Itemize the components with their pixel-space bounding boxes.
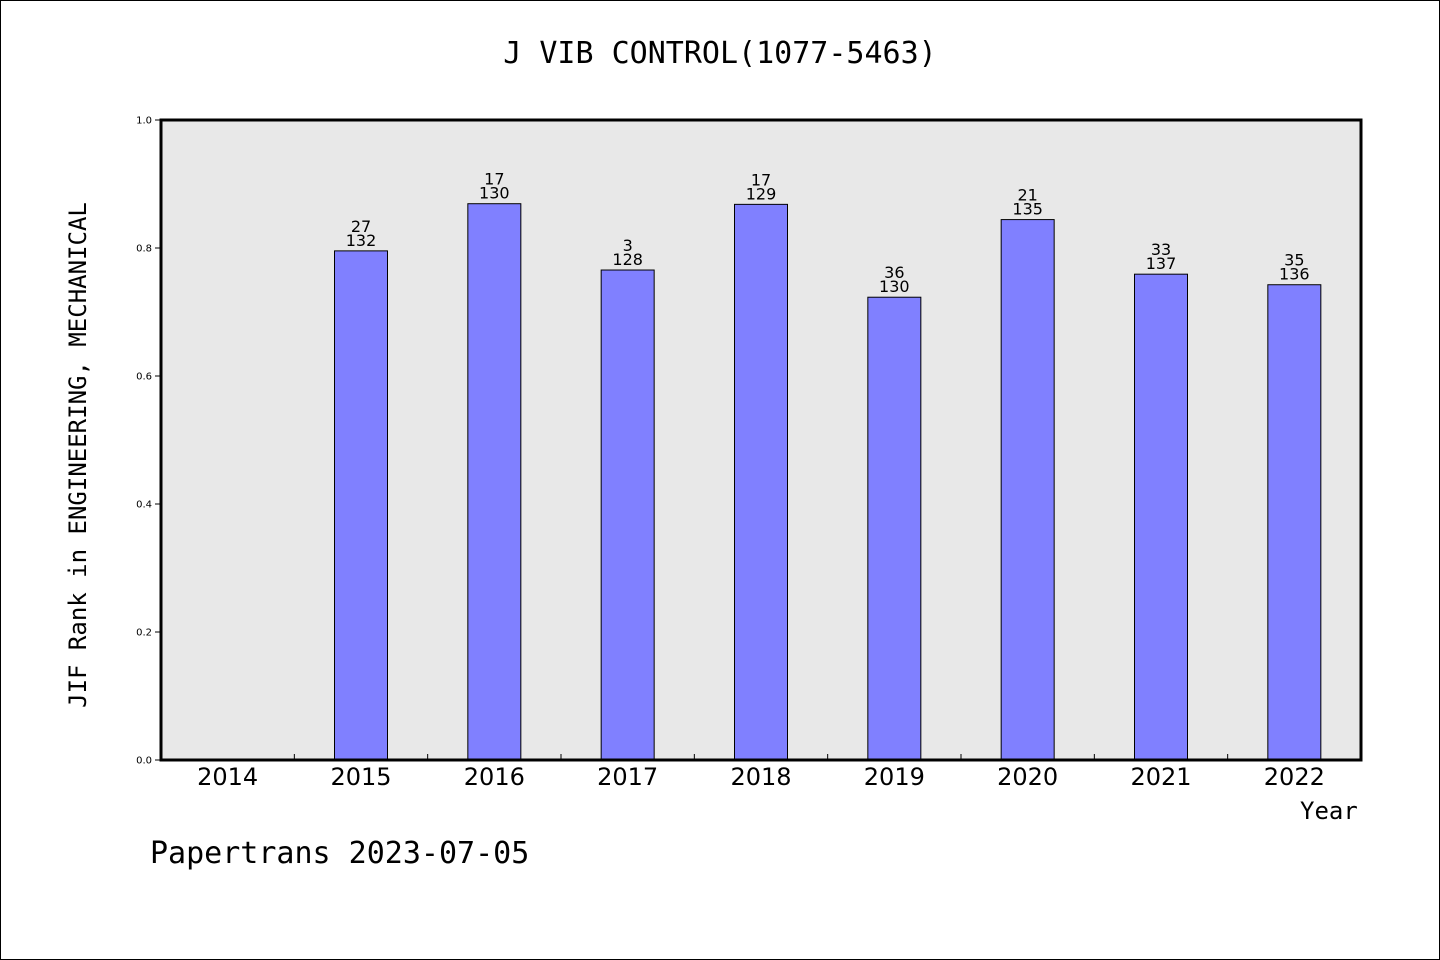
bar-total-label: 129 xyxy=(746,184,777,203)
bar-total-label: 130 xyxy=(879,277,910,296)
x-tick-label: 2016 xyxy=(464,763,525,791)
bar-rank-label: 33 xyxy=(1151,240,1171,259)
bar-2016 xyxy=(467,203,522,761)
bar-2020 xyxy=(1000,219,1055,761)
bar-rank-label: 3 xyxy=(623,236,633,255)
x-tick-label: 2014 xyxy=(197,763,258,791)
plot-border xyxy=(159,118,1363,762)
x-axis-ticks: 2014 2015 2016 2017 2018 2019 2020 2021 2022 xyxy=(197,754,1325,791)
x-tick-label: 2021 xyxy=(1130,763,1191,791)
bar-total-label: 135 xyxy=(1012,200,1043,219)
bar-total-label: 136 xyxy=(1279,265,1310,284)
x-tick-label: 2017 xyxy=(597,763,658,791)
bar-2019 xyxy=(867,296,922,761)
bar-rank-label: 17 xyxy=(484,170,504,189)
footer-credit: Papertrans 2023-07-05 xyxy=(150,836,530,871)
chart-title: J VIB CONTROL(1077-5463) xyxy=(503,36,937,71)
bar-2017 xyxy=(600,269,655,761)
bar-total-label: 137 xyxy=(1146,254,1177,273)
bar-2015 xyxy=(334,250,388,761)
bar-total-label: 128 xyxy=(612,250,643,269)
y-tick-label: 0.2 xyxy=(136,628,152,639)
bar-total-label: 132 xyxy=(346,231,377,250)
x-tick-label: 2019 xyxy=(864,763,925,791)
x-tick-label: 2018 xyxy=(730,763,791,791)
y-tick-label: 1.0 xyxy=(136,116,152,127)
bar-rank-label: 17 xyxy=(751,170,771,189)
x-tick-label: 2020 xyxy=(997,763,1058,791)
bar-2021 xyxy=(1134,273,1188,761)
x-tick-label: 2015 xyxy=(330,763,391,791)
y-tick-label: 0.8 xyxy=(136,244,152,255)
y-tick-label: 0.6 xyxy=(136,372,152,383)
bar-2022 xyxy=(1267,284,1322,761)
bar-rank-label: 27 xyxy=(351,217,371,236)
y-axis-ticks: 0.0 0.2 0.4 0.6 0.8 1.0 xyxy=(136,116,161,767)
bar-rank-label: 36 xyxy=(884,263,904,282)
y-tick-label: 0.4 xyxy=(136,500,152,511)
bar-rank-label: 21 xyxy=(1017,186,1037,205)
bar-2018 xyxy=(734,203,788,761)
x-axis-label: Year xyxy=(1300,797,1358,825)
x-tick-label: 2022 xyxy=(1264,763,1325,791)
bar-total-label: 130 xyxy=(479,184,510,203)
bar-rank-label: 35 xyxy=(1284,251,1304,270)
y-tick-label: 0.0 xyxy=(136,756,152,767)
